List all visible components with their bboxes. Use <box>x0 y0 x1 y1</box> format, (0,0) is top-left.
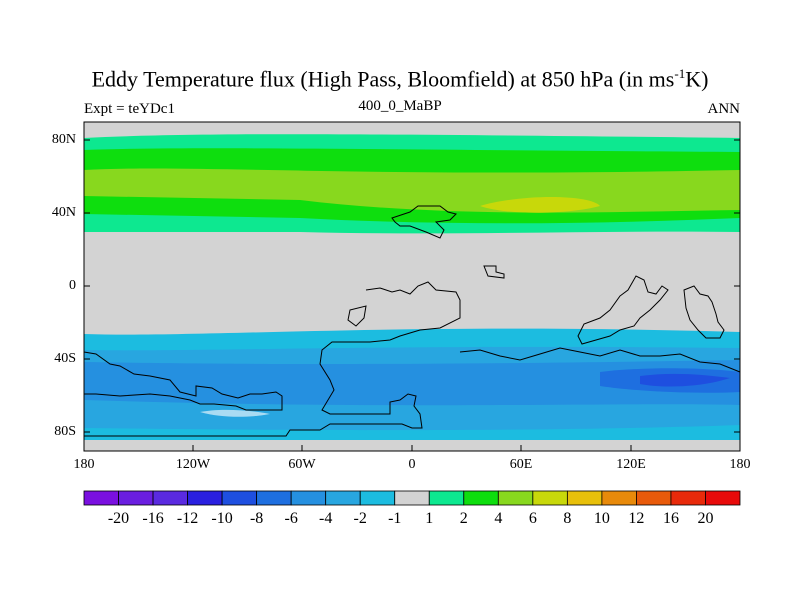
colorbar-label: 8 <box>563 510 572 527</box>
colorbar-box <box>428 490 465 506</box>
lat-label-80n: 80N <box>51 132 76 147</box>
axis-ticks <box>83 139 741 451</box>
colorbar-label: -8 <box>249 510 264 527</box>
colorbar-label: -1 <box>388 510 402 527</box>
colorbar-box <box>463 490 499 506</box>
lat-label-40s: 40S <box>54 351 76 366</box>
chart-title: Eddy Temperature flux (High Pass, Bloomf… <box>91 66 709 92</box>
lon-label-120e: 120E <box>616 457 646 472</box>
colorbar-box <box>118 490 154 506</box>
colorbar-box <box>256 490 292 506</box>
colorbar-box <box>532 490 568 506</box>
lon-label-0: 0 <box>408 457 416 472</box>
sh-max-cell <box>640 373 730 387</box>
colorbar-label: -20 <box>107 510 130 527</box>
colorbar-label: -2 <box>353 510 367 527</box>
colorbar-box <box>221 490 258 506</box>
lat-label-40n: 40N <box>51 205 76 220</box>
period-label: 400_0_MaBP <box>358 98 442 114</box>
colorbar-box <box>566 490 603 506</box>
experiment-label: Expt = teYDc1 <box>84 101 175 117</box>
lon-label-60e: 60E <box>509 457 533 472</box>
colorbar-label: -4 <box>319 510 333 527</box>
colorbar-label: -12 <box>176 510 199 527</box>
continent-outlines <box>83 205 741 437</box>
lon-label-60w: 60W <box>288 457 316 472</box>
lat-label-80s: 80S <box>54 424 76 439</box>
colorbar-box <box>152 490 188 506</box>
colorbar-label: 6 <box>528 510 537 527</box>
colorbar-label: 1 <box>425 510 434 527</box>
colorbar-box <box>670 490 706 506</box>
contour-field <box>84 122 740 451</box>
colorbar-box <box>705 490 741 506</box>
colorbar-box <box>359 490 396 506</box>
colorbar-box <box>325 490 361 506</box>
colorbar-label: 16 <box>662 510 679 527</box>
season-label: ANN <box>707 101 741 117</box>
colorbar-box <box>394 490 430 506</box>
lon-label-120w: 120W <box>175 457 211 472</box>
lon-label-180w: 180 <box>73 457 95 472</box>
colorbar-box <box>290 490 327 506</box>
colorbar-label: 4 <box>494 510 503 527</box>
colorbar-label: 12 <box>628 510 645 527</box>
colorbar-label: 10 <box>593 510 610 527</box>
sh-band-blue <box>84 360 740 406</box>
colorbar-label: 2 <box>459 510 468 527</box>
colorbar-label: -16 <box>142 510 164 527</box>
colorbar-box <box>497 490 534 506</box>
colorbar-box <box>187 490 223 506</box>
lat-label-0: 0 <box>69 278 76 293</box>
colorbar-box <box>636 490 672 506</box>
lon-label-180e: 180 <box>729 457 751 472</box>
colorbar <box>83 490 741 506</box>
colorbar-box <box>601 490 637 506</box>
sh-small-cell <box>200 409 270 417</box>
nh-max-cell <box>480 197 600 213</box>
colorbar-box <box>83 490 119 506</box>
colorbar-label: 20 <box>697 510 714 527</box>
colorbar-label: -10 <box>211 510 233 527</box>
colorbar-label: -6 <box>284 510 298 527</box>
